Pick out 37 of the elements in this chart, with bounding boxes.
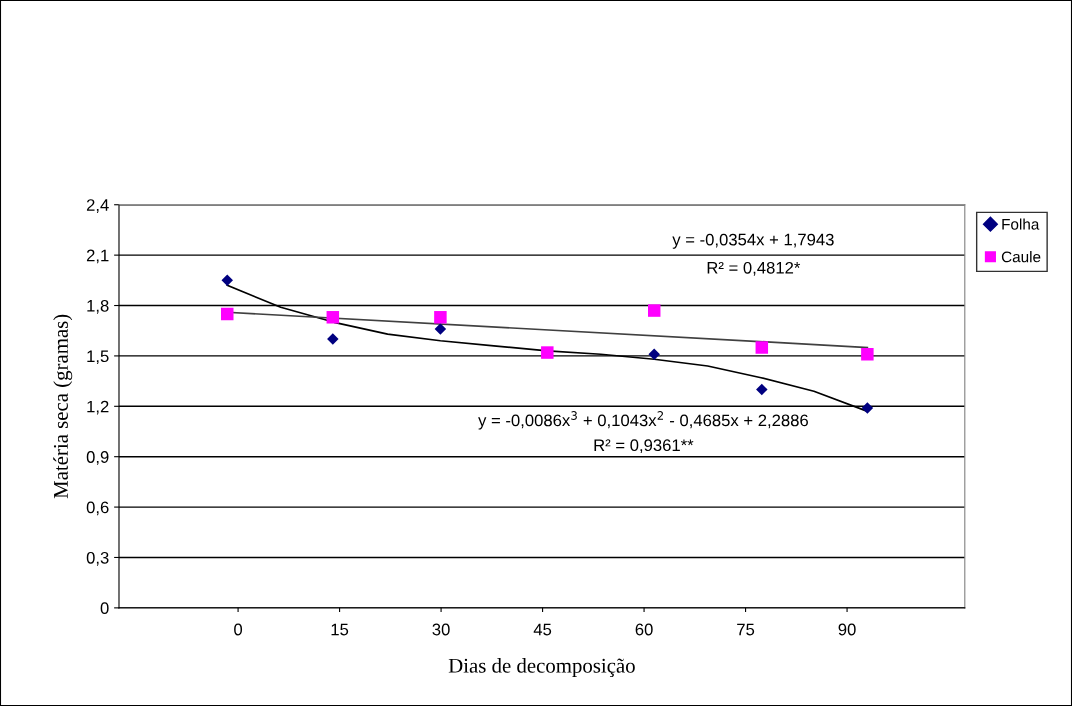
point xyxy=(861,402,874,414)
point xyxy=(647,304,661,317)
y-tick-label: 0,9 xyxy=(86,451,109,465)
point xyxy=(326,311,340,324)
y-tick-label: 2,1 xyxy=(86,249,109,264)
point xyxy=(434,323,447,335)
legend-label: Caule xyxy=(1001,251,1041,263)
y-tick-label: 1,2 xyxy=(87,400,109,415)
y-axis-title: Matéria seca (gramas) xyxy=(53,314,73,499)
x-tick-label: 0 xyxy=(234,623,243,636)
y-tick-label: 1,5 xyxy=(87,350,109,365)
annotation: R² = 0,9361** xyxy=(594,439,694,454)
y-tick-label: 0 xyxy=(100,602,109,615)
point xyxy=(541,346,554,359)
point xyxy=(755,341,769,354)
annotation: y = -0,0354x + 1,7943 xyxy=(672,233,834,249)
x-tick-label: 45 xyxy=(533,623,552,636)
legend-label: Folha xyxy=(1002,218,1040,230)
y-tick-label: 2,4 xyxy=(86,199,109,213)
x-tick-label: 15 xyxy=(331,623,349,636)
x-tick-label: 60 xyxy=(635,623,653,636)
point xyxy=(221,307,234,321)
point xyxy=(861,347,874,361)
x-tick-label: 30 xyxy=(432,623,450,636)
y-tick-label: 0,3 xyxy=(86,551,109,566)
x-tick-label: 90 xyxy=(838,623,856,636)
point xyxy=(327,333,339,345)
annotation: R² = 0,4812* xyxy=(707,261,801,276)
y-tick-label: 1,8 xyxy=(87,299,109,314)
y-tick-label: 0,6 xyxy=(86,501,109,516)
x-axis-title: Dias de decomposição xyxy=(448,658,635,678)
point xyxy=(434,311,447,324)
point xyxy=(221,274,234,287)
x-tick-label: 75 xyxy=(737,623,755,636)
annotation: y = -0,0086x$^{3}$ + 0,1043x$^{2}$ - 0,4685x + 2,2886 xyxy=(478,411,808,430)
point xyxy=(756,383,768,396)
point xyxy=(648,348,660,360)
